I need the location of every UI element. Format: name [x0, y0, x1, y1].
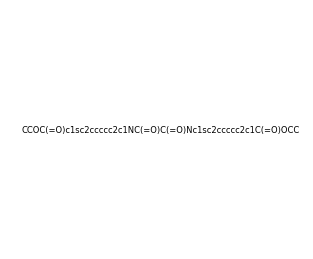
- Text: CCOC(=O)c1sc2ccccc2c1NC(=O)C(=O)Nc1sc2ccccc2c1C(=O)OCC: CCOC(=O)c1sc2ccccc2c1NC(=O)C(=O)Nc1sc2cc…: [21, 126, 300, 135]
